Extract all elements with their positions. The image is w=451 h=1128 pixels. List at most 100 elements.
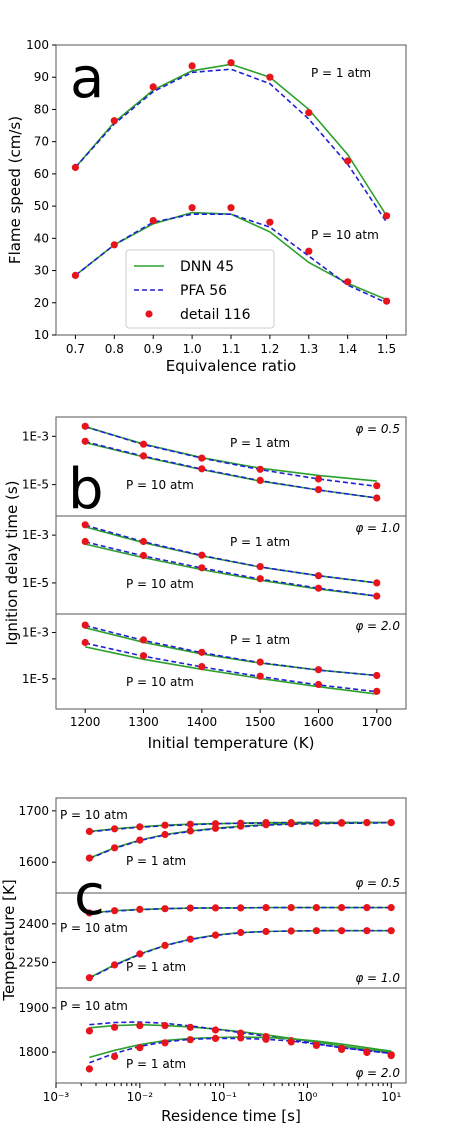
data-point: [85, 1027, 93, 1035]
data-point: [81, 621, 89, 629]
series-line: [85, 646, 377, 695]
x-axis-label: Residence time [s]: [161, 1107, 301, 1125]
data-point: [383, 212, 391, 220]
data-point: [111, 1023, 119, 1031]
data-point: [314, 475, 323, 483]
y-axis-label: Temperature [K]: [0, 879, 18, 1001]
data-point: [211, 1034, 220, 1042]
data-point: [373, 494, 381, 502]
y-tick-label: 1800: [18, 1045, 49, 1059]
data-point: [312, 819, 320, 827]
y-tick-label: 1E-5: [22, 576, 49, 590]
panel-letter: b: [68, 457, 104, 522]
data-point: [139, 551, 148, 560]
pressure-annotation: P = 1 atm: [230, 436, 290, 450]
data-point: [111, 844, 119, 852]
y-tick-label: 1E-5: [22, 478, 49, 492]
data-point: [186, 1036, 194, 1044]
data-point: [198, 454, 206, 462]
data-point: [387, 904, 395, 912]
data-point: [110, 117, 118, 125]
data-point: [161, 821, 169, 829]
pressure-annotation: P = 10 atm: [60, 921, 128, 935]
data-point: [136, 823, 144, 831]
panel-b-frame: [55, 416, 407, 710]
y-tick-label: 90: [34, 70, 49, 84]
data-point: [305, 247, 313, 255]
pressure-annotation: P = 10 atm: [126, 478, 194, 492]
data-point: [287, 927, 295, 935]
data-point: [161, 941, 169, 950]
pressure-annotation: P = 1 atm: [126, 960, 186, 974]
data-point: [111, 825, 119, 833]
legend-label: DNN 45: [180, 259, 234, 275]
data-point: [338, 1045, 346, 1053]
x-tick-label: 10⁻³: [43, 1090, 70, 1104]
series-line: [85, 440, 377, 499]
data-point: [161, 830, 169, 839]
data-point: [136, 950, 144, 958]
x-tick-label: 1300: [128, 715, 159, 729]
y-tick-label: 30: [34, 264, 49, 278]
data-point: [338, 927, 346, 935]
data-point: [136, 905, 144, 914]
pressure-annotation: P = 1 atm: [230, 633, 290, 647]
series-line: [74, 63, 388, 217]
x-tick-label: 1.0: [183, 342, 202, 356]
x-tick-label: 1200: [70, 715, 101, 729]
data-point: [363, 819, 371, 827]
phi-annotation: φ = 2.0: [355, 619, 400, 633]
x-axis-label: Initial temperature (K): [148, 734, 315, 752]
x-tick-label: 1500: [245, 715, 276, 729]
y-tick-label: 1E-3: [22, 429, 49, 443]
data-point: [287, 904, 295, 912]
data-point: [266, 73, 274, 81]
pressure-annotation: P = 1 atm: [311, 66, 371, 80]
y-tick-label: 1E-3: [22, 528, 49, 542]
data-point: [198, 663, 206, 671]
data-point: [139, 652, 148, 660]
data-point: [186, 827, 194, 835]
panel-c-frame: [55, 797, 407, 1084]
x-tick-label: 10⁻¹: [210, 1090, 237, 1104]
series-line: [85, 624, 377, 677]
phi-annotation: φ = 1.0: [355, 521, 400, 535]
y-tick-label: 2250: [18, 955, 49, 969]
x-tick-label: 1400: [187, 715, 218, 729]
data-point: [149, 83, 157, 91]
y-tick-label: 70: [34, 135, 49, 149]
data-point: [338, 904, 346, 912]
series-line: [74, 213, 387, 304]
y-tick-label: 1600: [18, 855, 49, 869]
y-tick-label: 1700: [18, 804, 49, 818]
data-point: [262, 904, 270, 912]
x-tick-label: 0.8: [105, 342, 124, 356]
data-point: [256, 658, 264, 666]
series-line: [85, 627, 377, 677]
data-point: [186, 904, 194, 912]
data-point: [188, 62, 196, 70]
data-point: [305, 109, 313, 117]
data-point: [262, 821, 270, 829]
data-point: [256, 465, 264, 473]
x-tick-label: 0.7: [66, 342, 85, 356]
y-tick-label: 100: [26, 38, 49, 52]
data-point: [256, 563, 264, 571]
data-point: [186, 1023, 194, 1031]
pressure-annotation: P = 10 atm: [60, 808, 128, 822]
y-tick-label: 1E-5: [22, 672, 49, 686]
data-point: [287, 1038, 295, 1046]
data-point: [186, 820, 194, 828]
y-axis-label: Flame speed (cm/s): [6, 116, 24, 264]
y-tick-label: 50: [34, 199, 49, 213]
y-tick-label: 10: [34, 328, 49, 342]
data-point: [110, 241, 118, 249]
data-point: [287, 820, 295, 828]
data-point: [227, 59, 235, 67]
legend-marker: [145, 310, 153, 318]
y-tick-label: 60: [34, 167, 49, 181]
data-point: [186, 935, 194, 943]
data-point: [314, 486, 323, 494]
data-point: [314, 572, 323, 580]
